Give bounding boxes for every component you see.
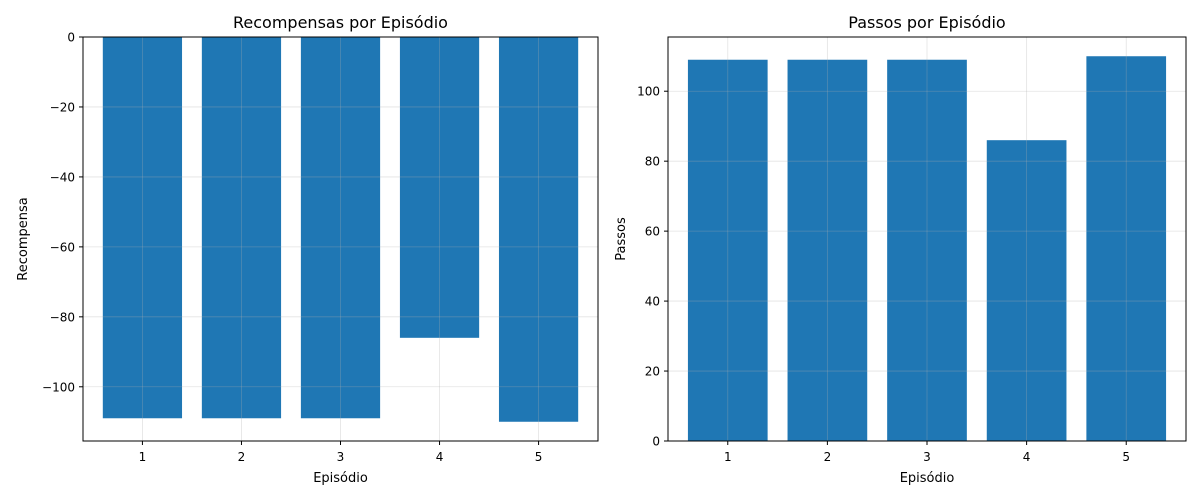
x-tick-label: 2 xyxy=(824,450,832,464)
y-tick-label: 80 xyxy=(645,155,660,169)
ticks: 1 2 3 4 5 0 20 40 60 80 100 xyxy=(637,85,1130,464)
x-tick-label: 1 xyxy=(139,450,147,464)
chart-rewards: Recompensas por Episódio Episódio Recomp… xyxy=(16,13,599,486)
bar-episode-4 xyxy=(986,140,1067,441)
x-tick-label: 1 xyxy=(724,450,732,464)
axes-frame xyxy=(667,36,1187,442)
grid xyxy=(668,37,1186,442)
bar-episode-5 xyxy=(1086,56,1167,441)
y-tick-label: −80 xyxy=(50,310,75,324)
x-tick-label: 4 xyxy=(1023,450,1031,464)
bar-episode-1 xyxy=(687,59,768,441)
bars xyxy=(102,37,579,422)
x-axis-label: Episódio xyxy=(313,471,368,486)
x-tick-label: 5 xyxy=(1122,450,1130,464)
y-tick-label: −60 xyxy=(50,240,75,254)
y-tick-label: 40 xyxy=(645,295,660,309)
x-axis-label: Episódio xyxy=(900,471,955,486)
x-tick-label: 5 xyxy=(535,450,543,464)
ticks: 1 2 3 4 5 0 −20 −40 −60 −80 −100 xyxy=(42,31,542,465)
bar-episode-3 xyxy=(887,59,967,441)
y-tick-label: 100 xyxy=(637,85,660,99)
bars xyxy=(687,56,1167,441)
x-tick-label: 3 xyxy=(337,450,345,464)
y-axis-label: Passos xyxy=(614,217,629,261)
y-axis-label: Recompensa xyxy=(16,197,31,280)
bar-episode-1 xyxy=(102,37,183,419)
chart-title: Passos por Episódio xyxy=(848,13,1005,32)
bar-episode-2 xyxy=(787,59,868,441)
y-tick-label: 0 xyxy=(652,435,660,449)
bar-episode-2 xyxy=(201,37,282,419)
y-tick-label: −100 xyxy=(42,380,75,394)
x-tick-label: 4 xyxy=(436,450,444,464)
y-tick-label: 0 xyxy=(67,31,75,45)
y-tick-label: −40 xyxy=(50,170,75,184)
bar-episode-5 xyxy=(498,37,579,422)
axes-frame xyxy=(82,36,599,442)
y-tick-label: 20 xyxy=(645,365,660,379)
chart-steps: Passos por Episódio Episódio Passos 1 2 3 4… xyxy=(614,13,1187,486)
y-tick-label: 60 xyxy=(645,225,660,239)
y-tick-label: −20 xyxy=(50,100,75,114)
x-tick-label: 3 xyxy=(923,450,931,464)
chart-title: Recompensas por Episódio xyxy=(233,13,448,32)
bar-episode-3 xyxy=(300,37,381,419)
x-tick-label: 2 xyxy=(238,450,246,464)
bar-episode-4 xyxy=(399,37,480,338)
